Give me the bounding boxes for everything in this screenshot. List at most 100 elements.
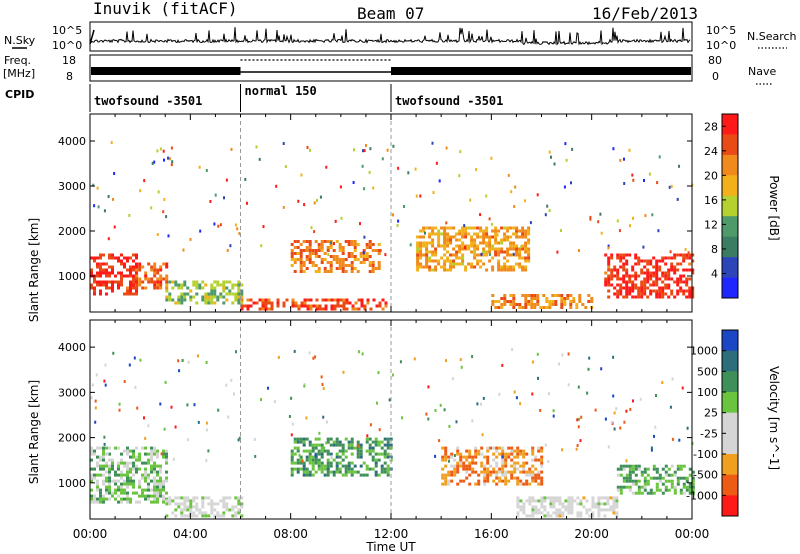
data-cell <box>416 259 420 263</box>
data-cell <box>483 470 487 474</box>
data-cell <box>419 256 423 260</box>
data-cell <box>649 289 653 293</box>
data-cell <box>512 244 516 248</box>
data-cell <box>222 514 226 518</box>
data-cell <box>486 461 490 465</box>
data-cell <box>341 264 345 267</box>
data-cell <box>479 235 483 239</box>
data-cell <box>470 241 474 245</box>
data-cell <box>634 253 638 257</box>
data-cell <box>655 292 659 296</box>
data-cell <box>495 470 499 474</box>
data-cell <box>673 485 677 489</box>
data-cell <box>135 446 138 450</box>
data-cell <box>210 502 214 506</box>
data-cell <box>628 485 632 489</box>
data-cell <box>180 301 184 305</box>
data-cell <box>296 449 300 453</box>
data-cell <box>341 443 345 447</box>
data-cell <box>195 514 199 518</box>
colorbar-swatch <box>722 371 738 393</box>
data-cell <box>330 298 334 302</box>
data-cell <box>506 235 510 239</box>
data-cell <box>102 446 105 450</box>
data-cell <box>117 494 120 498</box>
data-cell <box>342 370 345 374</box>
data-cell <box>134 385 137 389</box>
data-cell <box>631 467 635 471</box>
data-cell <box>117 256 120 260</box>
data-cell <box>213 286 217 290</box>
data-cell <box>90 452 93 456</box>
data-cell <box>631 265 635 269</box>
data-cell <box>646 467 650 471</box>
data-cell <box>91 383 94 387</box>
data-cell <box>293 246 297 249</box>
data-cell <box>459 461 463 465</box>
data-cell <box>537 511 541 515</box>
data-cell <box>366 298 370 302</box>
data-cell <box>610 420 613 424</box>
data-cell <box>222 283 226 287</box>
x-tick-label: 00:00 <box>675 527 710 541</box>
data-cell <box>673 295 677 299</box>
data-cell <box>613 274 617 278</box>
data-cell <box>634 467 638 471</box>
data-cell <box>483 467 487 471</box>
data-cell <box>380 467 384 471</box>
data-cell <box>440 265 444 269</box>
data-cell <box>622 464 626 468</box>
data-cell <box>446 244 450 248</box>
data-cell <box>189 499 193 503</box>
data-cell <box>368 449 372 453</box>
data-cell <box>491 229 495 233</box>
data-cell <box>536 193 539 197</box>
data-cell <box>222 502 226 506</box>
data-cell <box>453 467 457 471</box>
data-cell <box>607 262 611 266</box>
data-cell <box>548 209 551 213</box>
data-cell <box>503 294 507 297</box>
data-cell <box>434 454 437 458</box>
beam-title: Beam 07 <box>357 4 424 23</box>
data-cell <box>310 226 313 230</box>
data-cell <box>485 250 489 254</box>
data-cell <box>320 375 323 379</box>
data-cell <box>679 476 683 480</box>
data-cell <box>219 514 223 518</box>
data-cell <box>117 446 120 450</box>
data-cell <box>255 145 258 149</box>
data-cell <box>495 455 499 459</box>
data-cell <box>492 458 496 462</box>
data-cell <box>174 283 178 287</box>
data-cell <box>114 491 117 495</box>
data-cell <box>132 253 135 257</box>
data-cell <box>198 508 202 512</box>
data-cell <box>93 286 96 290</box>
data-cell <box>341 473 345 477</box>
data-cell <box>495 482 499 486</box>
data-cell <box>625 259 629 263</box>
data-cell <box>446 268 450 272</box>
data-cell <box>354 307 358 311</box>
data-cell <box>622 476 626 480</box>
data-cell <box>503 303 507 306</box>
data-cell <box>440 256 444 260</box>
data-cell <box>147 424 150 428</box>
data-cell <box>516 499 520 503</box>
data-cell <box>516 514 520 518</box>
data-cell <box>189 298 193 302</box>
data-cell <box>231 286 235 290</box>
data-cell <box>132 464 135 468</box>
data-cell <box>150 449 153 453</box>
data-cell <box>549 499 553 503</box>
data-cell <box>458 247 462 251</box>
data-cell <box>527 259 531 263</box>
data-cell <box>365 464 369 468</box>
data-cell <box>368 437 372 441</box>
data-cell <box>111 461 114 465</box>
data-cell <box>102 283 105 287</box>
data-cell <box>549 505 553 509</box>
data-cell <box>634 271 638 275</box>
data-cell <box>126 485 129 489</box>
